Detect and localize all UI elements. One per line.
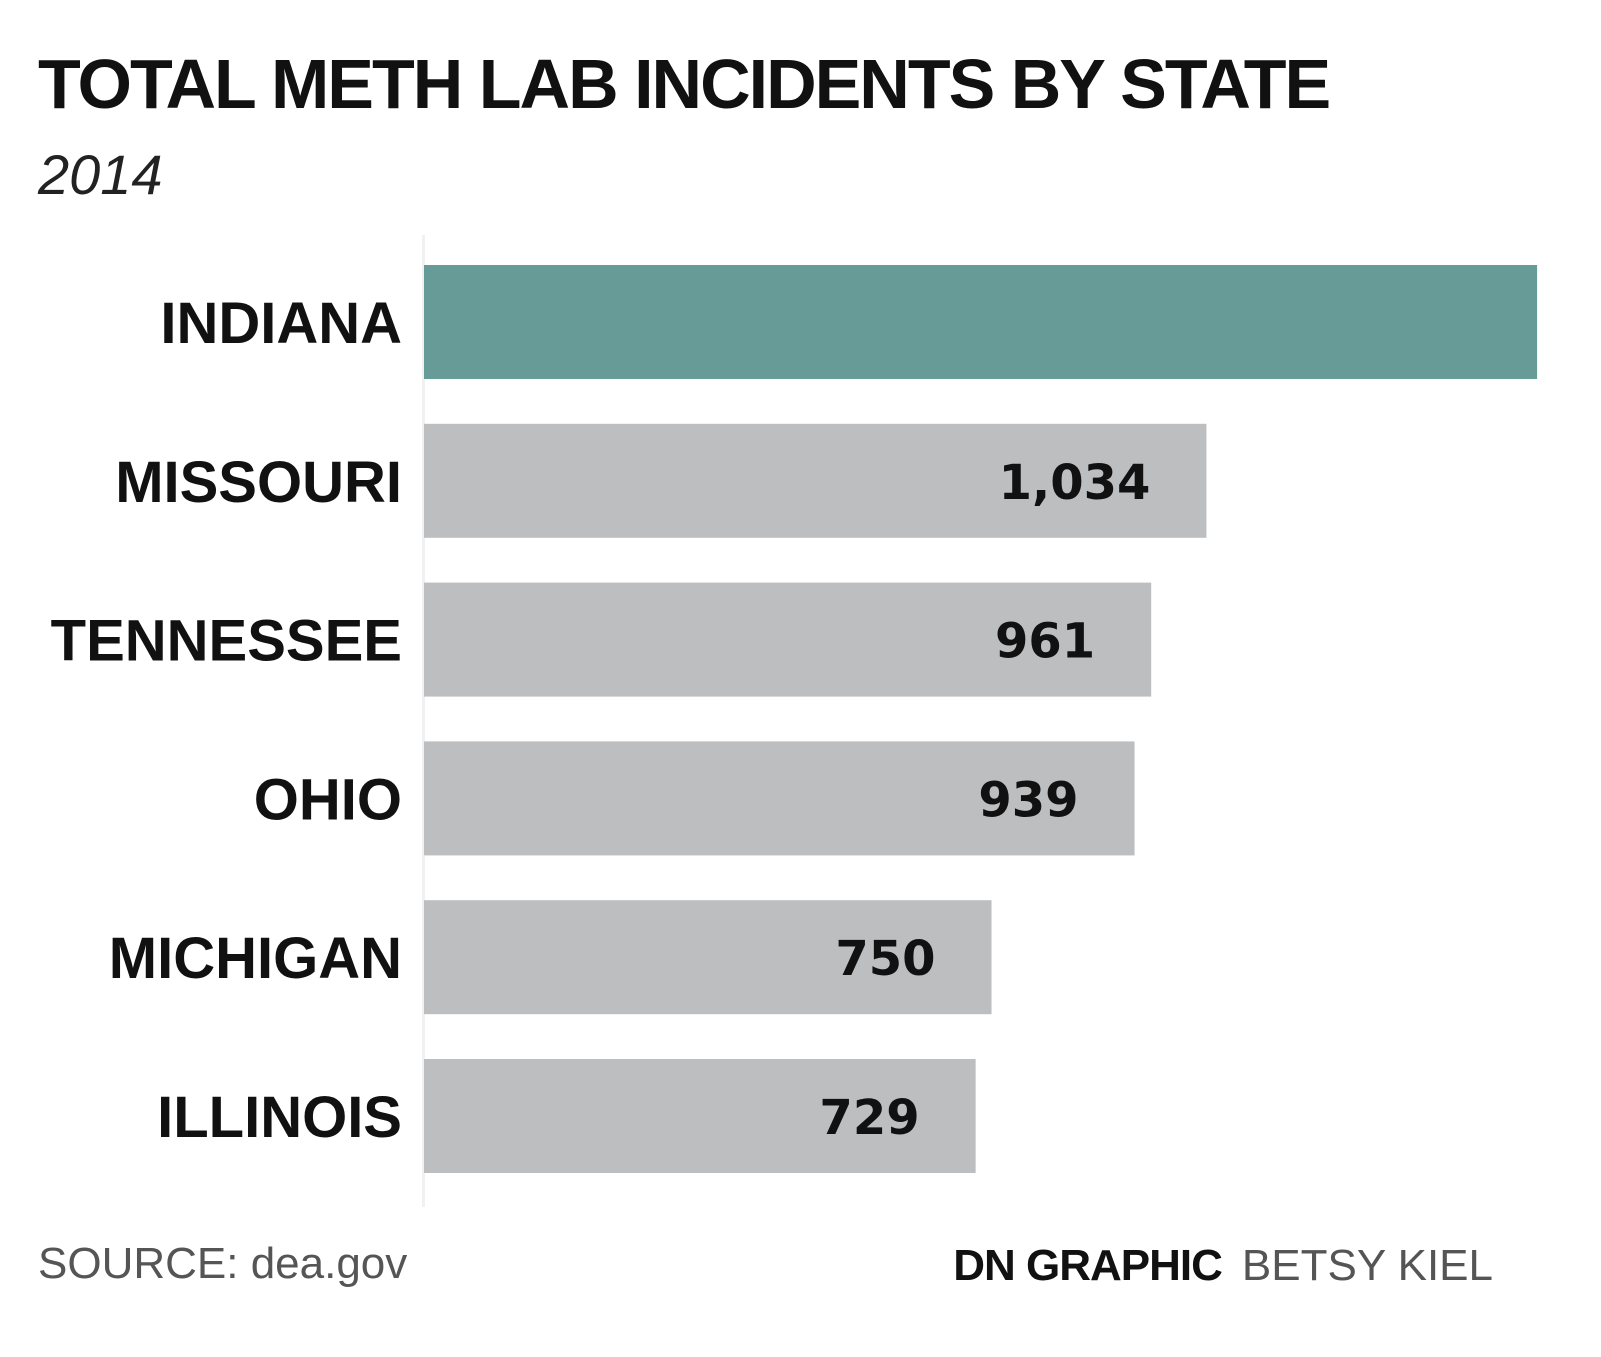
- category-label-indiana: INDIANA: [160, 291, 402, 356]
- value-label-illinois: 729: [819, 1090, 919, 1146]
- chart-subtitle: 2014: [38, 143, 163, 206]
- category-label-ohio: OHIO: [254, 767, 402, 832]
- category-label-illinois: ILLINOIS: [157, 1085, 402, 1150]
- credit-author: BETSY KIEL: [1241, 1241, 1493, 1290]
- bars-group: INDIANA MISSOURI 1,034 TENNESSEE 961 OHIO 939 M…: [51, 265, 1538, 1173]
- value-label-tennessee: 961: [995, 614, 1095, 670]
- bar-tennessee: [424, 582, 1152, 697]
- source-note: SOURCE: dea.gov: [38, 1239, 408, 1288]
- bar-missouri: [424, 423, 1207, 538]
- bar-indiana: [424, 265, 1538, 379]
- value-label-ohio: 939: [978, 772, 1078, 828]
- value-label-missouri: 1,034: [999, 455, 1151, 511]
- chart-title: TOTAL METH LAB INCIDENTS BY STATE: [38, 45, 1331, 123]
- bar-michigan: [424, 900, 992, 1015]
- category-label-tennessee: TENNESSEE: [51, 609, 402, 674]
- value-label-michigan: 750: [835, 931, 935, 987]
- category-label-michigan: MICHIGAN: [109, 926, 402, 991]
- bar-ohio: [424, 741, 1135, 856]
- credit-org: DN GRAPHIC: [953, 1241, 1223, 1290]
- credit: DN GRAPHIC BETSY KIEL: [953, 1240, 1493, 1292]
- bar-illinois: [424, 1059, 976, 1173]
- category-label-missouri: MISSOURI: [115, 450, 402, 515]
